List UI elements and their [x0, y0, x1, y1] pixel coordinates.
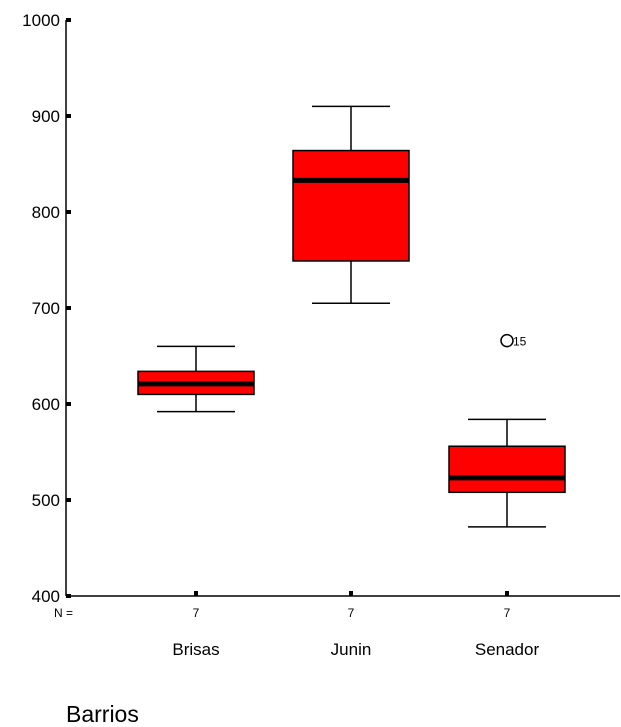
x-tick-label: Senador: [475, 640, 540, 659]
x-ticks: 7 Brisas 7 Junin 7 Senador: [172, 591, 539, 659]
box-brisas: [137, 345, 255, 413]
y-tick: [66, 306, 71, 310]
y-tick: [66, 594, 71, 598]
n-value: 7: [348, 606, 355, 620]
y-tick-label: 600: [32, 395, 60, 414]
y-tick-label: 400: [32, 587, 60, 606]
x-tick: [349, 591, 353, 596]
n-value: 7: [193, 606, 200, 620]
y-tick-label: 800: [32, 203, 60, 222]
y-tick-label: 700: [32, 299, 60, 318]
iqr-box: [448, 445, 566, 494]
box-junin: [292, 105, 410, 304]
x-tick-label: Brisas: [172, 640, 219, 659]
y-tick: [66, 402, 71, 406]
box-senador: [448, 418, 566, 528]
y-tick: [66, 210, 71, 214]
n-label-prefix: N =: [54, 606, 73, 620]
y-tick: [66, 498, 71, 502]
y-tick-label: 500: [32, 491, 60, 510]
x-tick: [505, 591, 509, 596]
x-axis-label: Barrios: [66, 701, 139, 727]
y-tick: [66, 114, 71, 118]
x-tick: [194, 591, 198, 596]
x-tick-label: Junin: [331, 640, 372, 659]
y-ticks: 400 500 600 700 800 900 1000: [22, 11, 71, 606]
y-tick-label: 900: [32, 107, 60, 126]
outlier-label: 15: [513, 335, 527, 349]
n-value: 7: [504, 606, 511, 620]
boxes: [137, 105, 566, 528]
outlier-point: [500, 333, 514, 348]
outliers: 15: [500, 333, 527, 349]
y-tick: [66, 18, 71, 22]
iqr-box: [292, 149, 410, 262]
y-tick-label: 1000: [22, 11, 60, 30]
